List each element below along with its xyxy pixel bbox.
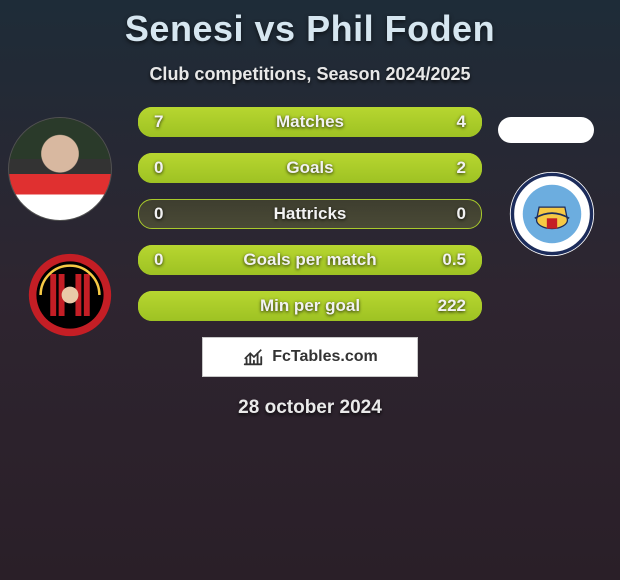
- player1-avatar: [8, 117, 112, 221]
- stat-label: Hattricks: [274, 204, 347, 224]
- subtitle: Club competitions, Season 2024/2025: [0, 64, 620, 85]
- bournemouth-crest-icon: [28, 253, 112, 337]
- stat-row: 0 Goals per match 0.5: [138, 245, 482, 275]
- player1-silhouette: [9, 118, 111, 220]
- player2-avatar: [498, 117, 594, 143]
- player1-club-badge: [28, 253, 112, 337]
- stat-row: 7 Matches 4: [138, 107, 482, 137]
- stat-label: Matches: [276, 112, 344, 132]
- mancity-crest-icon: [509, 171, 595, 257]
- stat-value-left: 0: [154, 158, 163, 178]
- stat-row: 0 Hattricks 0: [138, 199, 482, 229]
- stat-value-right: 0: [457, 204, 466, 224]
- infographic-date: 28 october 2024: [0, 397, 620, 419]
- brand-text: FcTables.com: [272, 348, 378, 366]
- title-vs: vs: [255, 8, 296, 49]
- stat-value-left: 7: [154, 112, 163, 132]
- title-player1: Senesi: [125, 8, 244, 49]
- stat-label: Goals per match: [243, 250, 376, 270]
- stat-label: Min per goal: [260, 296, 360, 316]
- bar-chart-icon: [242, 346, 264, 368]
- title-player2: Phil Foden: [306, 8, 495, 49]
- player2-club-badge: [509, 171, 595, 257]
- stat-label: Goals: [286, 158, 333, 178]
- stat-bars: 7 Matches 4 0 Goals 2 0 Hattricks 0 0 Goals per ma…: [138, 107, 482, 321]
- stat-value-right: 4: [457, 112, 466, 132]
- stat-value-right: 0.5: [442, 250, 466, 270]
- comparison-panel: 7 Matches 4 0 Goals 2 0 Hattricks 0 0 Goals per ma…: [0, 107, 620, 321]
- brand-attribution: FcTables.com: [202, 337, 418, 377]
- stat-value-right: 2: [457, 158, 466, 178]
- stat-value-left: 0: [154, 204, 163, 224]
- stat-row: 0 Goals 2: [138, 153, 482, 183]
- stat-value-left: 0: [154, 250, 163, 270]
- page-title: Senesi vs Phil Foden: [0, 0, 620, 50]
- stat-row: Min per goal 222: [138, 291, 482, 321]
- stat-value-right: 222: [438, 296, 466, 316]
